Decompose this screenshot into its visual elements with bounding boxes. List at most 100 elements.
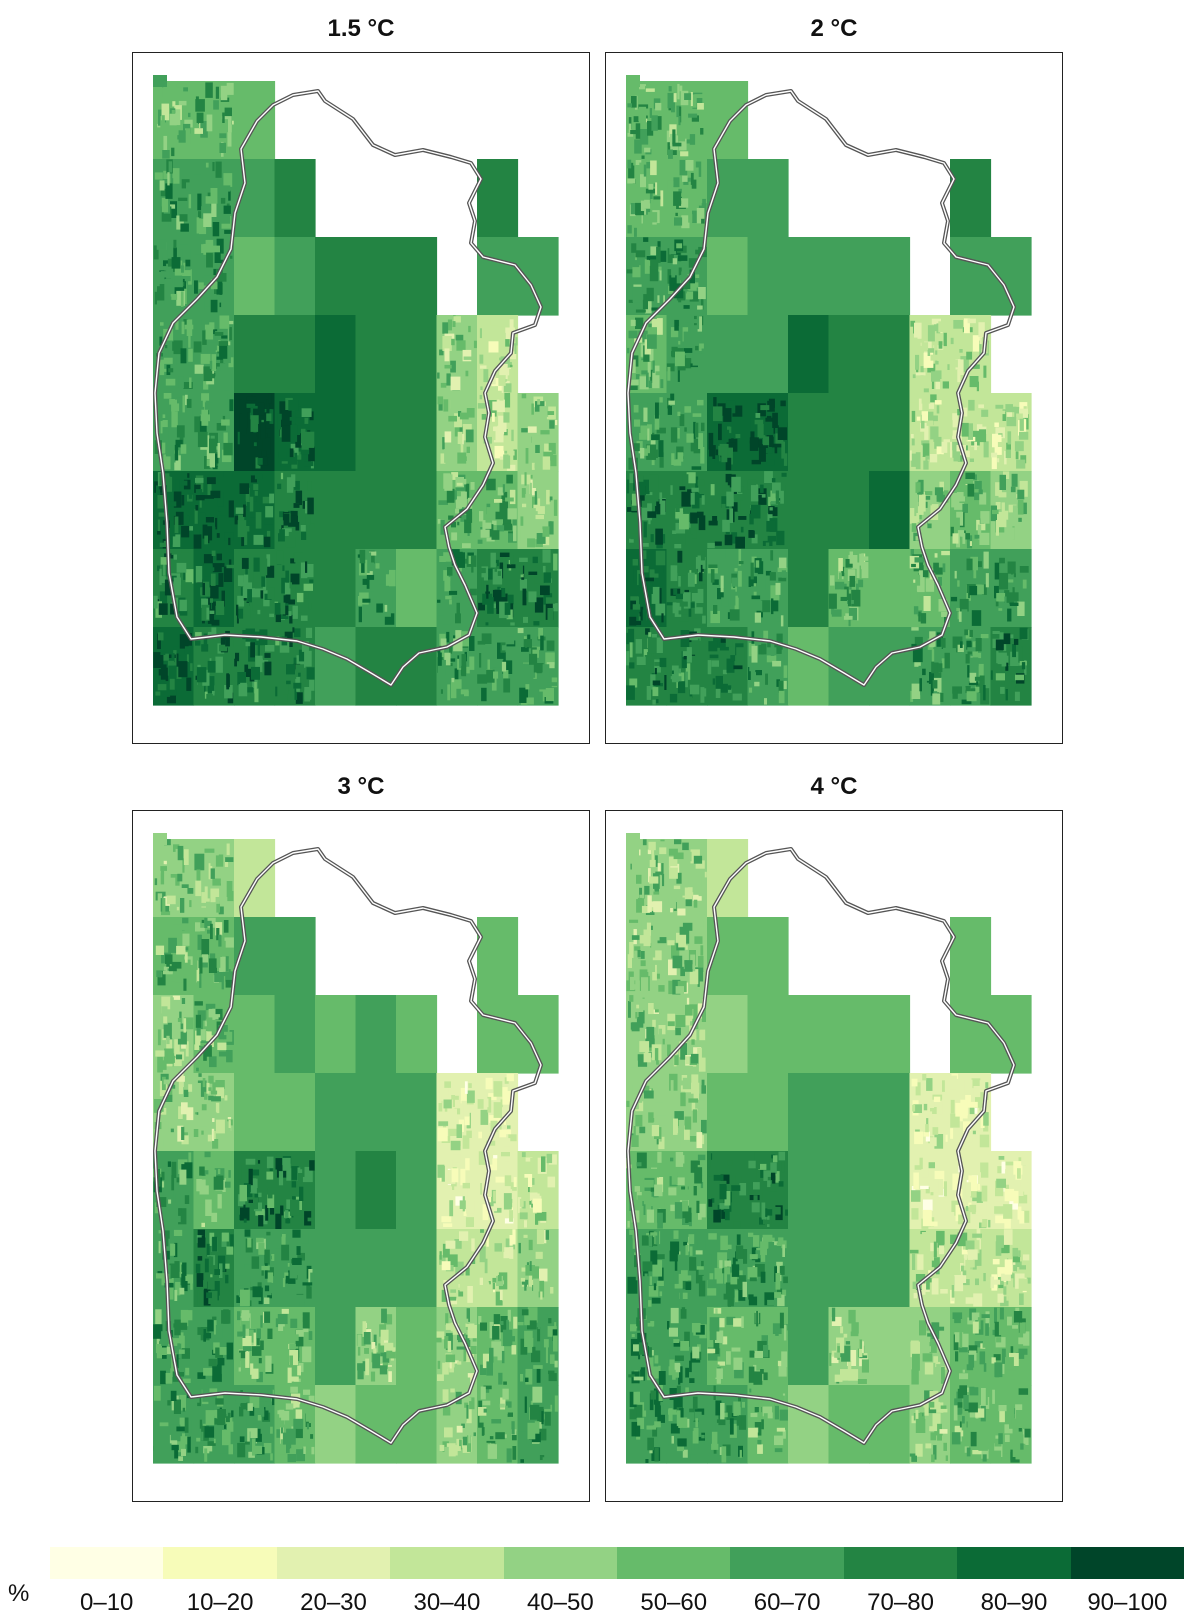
texture-pixel: [295, 433, 304, 448]
texture-pixel: [201, 892, 206, 908]
texture-pixel: [762, 1234, 773, 1249]
texture-pixel: [552, 692, 557, 698]
texture-pixel: [180, 291, 184, 307]
texture-pixel: [304, 461, 314, 467]
grid-cell: [707, 237, 749, 316]
texture-pixel: [932, 693, 941, 705]
texture-pixel: [738, 561, 744, 565]
texture-pixel: [980, 1162, 989, 1178]
texture-pixel: [209, 438, 217, 454]
texture-pixel: [755, 423, 758, 438]
texture-pixel: [659, 124, 665, 136]
texture-pixel: [979, 337, 982, 345]
texture-pixel: [1007, 608, 1012, 622]
texture-pixel: [178, 1322, 188, 1330]
texture-pixel: [709, 654, 719, 659]
texture-pixel: [942, 1080, 945, 1092]
texture-pixel: [270, 1207, 275, 1215]
texture-pixel: [171, 110, 175, 118]
texture-pixel: [261, 576, 266, 587]
texture-pixel: [671, 268, 676, 278]
texture-pixel: [199, 184, 205, 202]
texture-pixel: [437, 396, 447, 405]
texture-pixel: [642, 839, 647, 850]
texture-pixel: [540, 635, 544, 651]
texture-pixel: [195, 99, 205, 112]
grid-cell: [788, 995, 830, 1074]
texture-pixel: [646, 445, 650, 454]
texture-pixel: [995, 404, 1004, 409]
texture-pixel: [503, 652, 506, 667]
texture-pixel: [1006, 416, 1017, 427]
texture-pixel: [782, 1244, 785, 1257]
texture-pixel: [452, 597, 459, 611]
texture-pixel: [183, 1018, 187, 1033]
texture-pixel: [453, 584, 461, 591]
texture-pixel: [771, 478, 776, 483]
texture-pixel: [219, 1263, 223, 1278]
texture-pixel: [156, 970, 162, 977]
texture-pixel: [726, 400, 736, 414]
texture-pixel: [468, 1433, 471, 1444]
texture-pixel: [482, 520, 486, 530]
texture-pixel: [455, 613, 461, 624]
texture-pixel: [742, 1231, 746, 1243]
texture-pixel: [701, 1005, 706, 1022]
texture-pixel: [505, 1161, 510, 1177]
texture-pixel: [963, 1121, 971, 1134]
texture-pixel: [763, 1170, 771, 1188]
texture-pixel: [221, 1310, 231, 1324]
texture-pixel: [437, 1127, 448, 1142]
texture-pixel: [207, 482, 212, 498]
texture-pixel: [278, 451, 287, 459]
texture-pixel: [923, 352, 934, 368]
texture-pixel: [925, 1187, 930, 1194]
texture-pixel: [960, 407, 968, 417]
texture-pixel: [962, 503, 968, 513]
grid-cell: [788, 237, 830, 316]
texture-pixel: [227, 132, 232, 147]
texture-pixel: [223, 1035, 227, 1040]
texture-pixel: [211, 567, 215, 572]
texture-pixel: [266, 1171, 274, 1180]
texture-pixel: [957, 644, 964, 653]
texture-pixel: [690, 92, 693, 107]
texture-pixel: [215, 331, 219, 346]
texture-pixel: [204, 691, 208, 699]
texture-pixel: [966, 493, 975, 502]
texture-pixel: [186, 677, 192, 691]
texture-pixel: [453, 316, 461, 323]
texture-pixel: [677, 550, 683, 563]
texture-pixel: [194, 853, 205, 871]
texture-pixel: [468, 325, 471, 333]
texture-pixel: [913, 579, 917, 583]
texture-pixel: [368, 552, 372, 564]
texture-pixel: [155, 601, 162, 618]
texture-pixel: [181, 998, 186, 1004]
texture-pixel: [243, 1345, 252, 1351]
texture-pixel: [549, 420, 555, 429]
texture-pixel: [203, 1045, 212, 1057]
texture-pixel: [1024, 1183, 1030, 1195]
texture-pixel: [540, 585, 550, 596]
texture-pixel: [630, 379, 639, 386]
texture-pixel: [713, 1209, 721, 1223]
texture-pixel: [196, 1020, 203, 1036]
texture-pixel: [643, 164, 647, 177]
texture-pixel: [698, 887, 702, 897]
texture-pixel: [513, 525, 517, 542]
texture-pixel: [484, 683, 488, 687]
texture-pixel: [930, 354, 939, 361]
texture-pixel: [654, 449, 658, 458]
texture-pixel: [519, 1212, 528, 1220]
texture-pixel: [737, 1288, 746, 1301]
texture-pixel: [1021, 1153, 1028, 1166]
texture-pixel: [299, 1298, 305, 1307]
texture-pixel: [454, 679, 462, 689]
texture-pixel: [205, 517, 214, 523]
texture-pixel: [934, 1100, 943, 1115]
texture-pixel: [177, 397, 187, 404]
texture-pixel: [460, 1168, 466, 1186]
texture-pixel: [207, 920, 212, 927]
texture-pixel: [486, 669, 495, 683]
